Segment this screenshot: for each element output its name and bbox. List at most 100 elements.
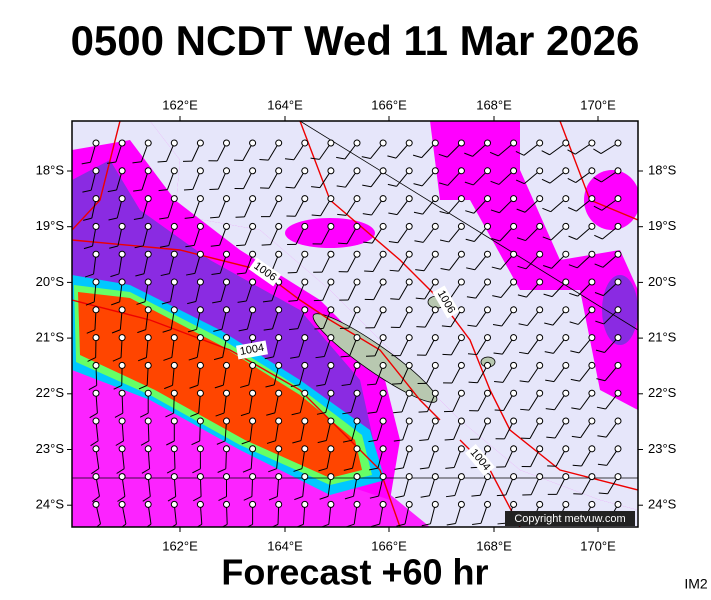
barb-station xyxy=(457,445,465,453)
barb-feather xyxy=(414,240,424,243)
barb-feather xyxy=(543,265,552,269)
barb-station xyxy=(223,139,230,147)
barb-feather xyxy=(157,160,167,163)
barb-station xyxy=(144,278,152,286)
barb-feather xyxy=(593,177,602,183)
barb-feather xyxy=(269,523,279,527)
wind-barb xyxy=(572,445,596,467)
barb-feather xyxy=(490,209,500,214)
barb-station xyxy=(405,361,413,369)
barb-station xyxy=(92,389,100,397)
barb-feather xyxy=(412,154,422,159)
barb-station xyxy=(170,334,178,342)
lat-label: 22°S xyxy=(648,385,677,400)
wind-barb xyxy=(187,306,204,333)
wind-barb xyxy=(336,139,361,160)
barb-station xyxy=(144,195,152,203)
barb-station xyxy=(353,417,361,425)
wind-barb xyxy=(468,361,491,384)
lat-label: 18°S xyxy=(36,162,65,177)
wind-barb xyxy=(413,195,439,215)
barb-station xyxy=(536,334,544,342)
barb-feather xyxy=(416,354,426,356)
barb-station xyxy=(301,306,309,314)
wind-barb xyxy=(439,222,465,243)
wind-barb xyxy=(109,222,126,249)
wind-barb xyxy=(516,222,544,242)
wind-barb xyxy=(545,361,570,383)
wind-barb xyxy=(391,334,413,357)
wind-barb xyxy=(136,278,152,305)
barb-feather xyxy=(413,211,423,215)
wind-barb xyxy=(542,222,570,241)
wind-barb xyxy=(117,473,126,502)
barb-station xyxy=(92,306,100,314)
wind-barb xyxy=(519,361,544,383)
barb-feather xyxy=(166,468,176,474)
wind-barb xyxy=(160,250,178,277)
wind-barb xyxy=(441,306,465,328)
barb-station xyxy=(536,278,544,286)
wind-barb xyxy=(186,250,204,276)
wind-barb xyxy=(337,195,361,216)
barb-station xyxy=(588,250,596,258)
barb-feather xyxy=(361,156,371,160)
barb-station xyxy=(614,139,622,147)
wind-barb xyxy=(544,334,570,354)
wind-barb xyxy=(442,334,465,356)
barb-feather xyxy=(286,215,296,217)
barb-station xyxy=(249,389,257,397)
barb-station xyxy=(510,500,518,508)
barb-feather xyxy=(364,298,374,301)
barb-feather xyxy=(362,213,372,216)
barb-station xyxy=(196,222,204,230)
barb-feather xyxy=(134,245,144,249)
barb-feather xyxy=(135,273,145,277)
barb-feather xyxy=(117,495,126,502)
wind-barb xyxy=(365,306,387,329)
wind-barb xyxy=(368,417,387,443)
barb-feather xyxy=(341,383,351,386)
barb-feather xyxy=(137,357,147,362)
barb-feather xyxy=(193,496,202,502)
wind-barb xyxy=(568,222,596,240)
wind-barb xyxy=(596,361,622,382)
barb-feather xyxy=(342,411,352,415)
barb-station xyxy=(92,278,100,286)
barb-station xyxy=(353,361,361,369)
barb-station xyxy=(510,417,518,425)
wind-barb xyxy=(568,250,596,269)
wind-barb xyxy=(116,445,126,474)
barb-feather xyxy=(336,156,346,160)
barb-feather xyxy=(443,382,453,384)
barb-feather xyxy=(314,327,324,330)
barb-feather xyxy=(519,351,529,355)
barb-station xyxy=(588,167,596,175)
barb-feather xyxy=(366,355,375,357)
wind-barb xyxy=(547,445,570,467)
barb-station xyxy=(118,139,126,147)
barb-station xyxy=(170,195,178,203)
barb-feather xyxy=(184,216,194,219)
barb-feather xyxy=(208,160,218,162)
barb-station xyxy=(223,250,230,258)
wind-barb xyxy=(517,278,544,298)
barb-station xyxy=(223,167,230,175)
barb-feather xyxy=(464,181,474,186)
wind-barb xyxy=(543,250,570,269)
barb-feather xyxy=(112,357,122,362)
barb-feather xyxy=(190,412,199,417)
wind-barb xyxy=(547,473,570,495)
wind-barb xyxy=(214,361,230,389)
wind-barb xyxy=(113,361,126,390)
barb-station xyxy=(536,389,544,397)
barb-station xyxy=(484,445,491,453)
barb-station xyxy=(614,222,622,230)
barb-station xyxy=(484,278,491,286)
barb-feather xyxy=(369,467,379,471)
barb-feather xyxy=(216,440,226,445)
barb-station xyxy=(249,195,257,203)
barb-feather xyxy=(491,266,501,270)
barb-station xyxy=(275,222,283,230)
wind-barb xyxy=(112,334,126,362)
